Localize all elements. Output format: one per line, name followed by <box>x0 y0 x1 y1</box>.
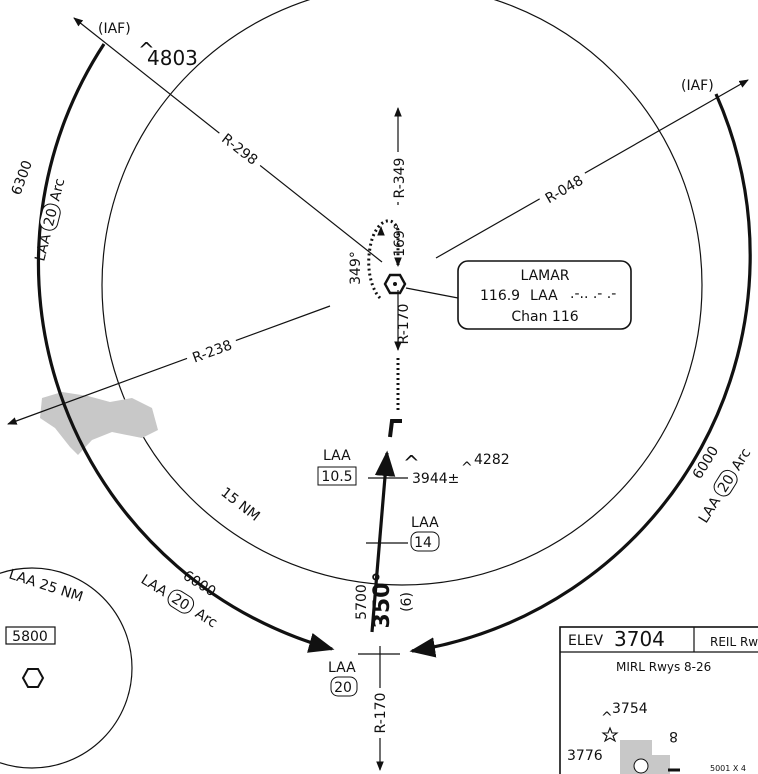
fix3-dme-box <box>330 676 358 697</box>
msa-vortac-icon <box>21 668 45 688</box>
right-arc-altitude: 6000 <box>690 443 722 482</box>
left-dme-arc <box>36 43 335 653</box>
fix3-ident: LAA <box>328 660 356 676</box>
navaid-leader-line <box>405 287 459 299</box>
msa-title: LAA 25 NM <box>7 567 85 606</box>
radial-298-label-bg <box>212 124 268 174</box>
left-arc-name: LAA 20 Arc <box>32 177 68 263</box>
obstacle-4803-label: 4803 <box>147 46 198 70</box>
obstacle-icon-east: ^ <box>461 460 473 476</box>
left-arc-dme: 20 <box>41 207 61 228</box>
right-arc-name-pre: LAA <box>696 494 724 526</box>
runway-number: 8 <box>669 728 678 744</box>
fix1-ident: LAA <box>323 448 351 464</box>
right-arc-name-post: Arc <box>729 446 755 474</box>
radial-348-label-group: R-349 <box>388 152 408 202</box>
radial-238-label-group: R-238 <box>183 331 241 371</box>
navaid-channel: Chan 116 <box>511 309 578 325</box>
hold-inbound-label: 169° <box>392 223 408 257</box>
fix3-dme: 20 <box>334 680 352 696</box>
right-dme-arc <box>409 93 752 658</box>
radial-170-inner-label: R-170 <box>396 304 412 345</box>
bottom-arc-dme-box <box>167 589 195 614</box>
obstacle-4282-label: 4282 <box>474 452 510 468</box>
course-reversal-mark <box>388 419 402 438</box>
final-altitude-label: 5700 <box>354 584 370 620</box>
fix2-ident: LAA <box>411 515 439 531</box>
terrain-area <box>40 392 158 455</box>
airport-obstacle-3776: 3776 <box>567 748 603 764</box>
navaid-frequency: 116.9 <box>480 288 520 304</box>
iaf-right-label: (IAF) <box>681 78 714 94</box>
fix2-dme: 14 <box>414 535 432 551</box>
navaid-box <box>457 260 632 330</box>
bottom-arc-name-pre: LAA <box>138 572 170 600</box>
right-arc-dme-box <box>713 469 738 497</box>
vortac-icon <box>383 273 407 295</box>
left-arc-dme-box <box>39 203 61 231</box>
elev-label: ELEV <box>568 633 603 649</box>
airport-pavement <box>620 740 670 774</box>
radial-048-line <box>435 79 749 259</box>
radial-238-line <box>7 305 331 425</box>
radial-170-outer-label: R-170 <box>373 693 389 734</box>
left-arc-name-post: Arc <box>47 177 68 203</box>
airport-obstacle-3754: 3754 <box>612 701 648 717</box>
msa-altitude: 5800 <box>12 629 48 645</box>
msa-circle <box>0 567 133 769</box>
radial-238-label-bg <box>183 331 241 371</box>
obstacle-icon-airport: ^ <box>601 710 613 726</box>
bottom-arc-name-post: Arc <box>192 606 220 632</box>
spot-elevation-label: 3944± <box>412 471 459 487</box>
navaid-ident: LAA <box>530 288 558 304</box>
radial-048-label-group: R-048 <box>535 166 593 212</box>
radial-170-outer-label-group: R-170 <box>371 688 389 738</box>
elev-value: 3704 <box>614 627 665 651</box>
ring-distance-label: 15 NM <box>218 485 263 525</box>
obstacle-icon-spot: ^ <box>403 451 420 475</box>
runway-dimensions: 5001 X 4 <box>710 764 746 773</box>
fix2-dme-box <box>410 531 440 552</box>
fix1-dme-box <box>317 466 357 486</box>
reil-text: REIL Rw <box>710 635 758 649</box>
mirl-text: MIRL Rwys 8-26 <box>616 660 711 674</box>
final-course-label: 350° <box>370 572 395 629</box>
hold-outbound-label: 349° <box>348 251 364 285</box>
parking-icon <box>633 758 649 774</box>
iaf-left-label: (IAF) <box>98 21 131 37</box>
obstacle-icon-nw: ^ <box>138 38 155 62</box>
radial-298-label-group: R-298 <box>212 124 268 174</box>
left-arc-altitude: 6300 <box>9 158 36 197</box>
msa-altitude-box <box>5 626 56 645</box>
left-arc-name-pre: LAA <box>32 232 54 263</box>
navaid-morse-code: .-.. .- .- <box>570 286 616 302</box>
radial-348-label: R-349 <box>392 158 408 199</box>
radial-170-outer-label-bg <box>371 688 389 738</box>
fix1-dme: 10.5 <box>321 469 352 485</box>
radial-348-label-bg <box>388 152 408 202</box>
radial-048-label-bg <box>535 166 593 212</box>
airport-beacon-icon <box>601 726 619 743</box>
navaid-name: LAMAR <box>520 268 569 284</box>
final-distance-label: (6) <box>399 592 415 612</box>
fifteen-nm-ring <box>101 0 703 586</box>
